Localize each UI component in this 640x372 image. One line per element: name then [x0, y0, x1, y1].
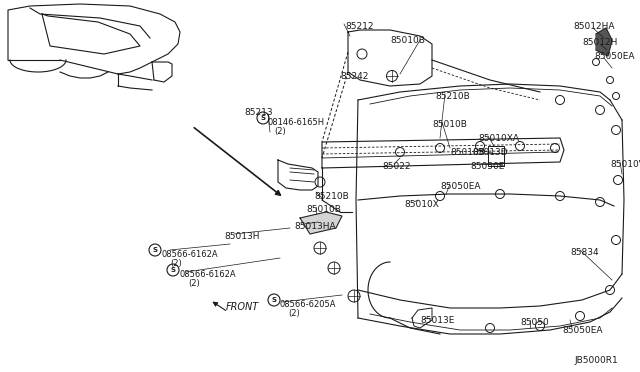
Text: 85022: 85022 [382, 162, 410, 171]
Text: 85010B: 85010B [450, 148, 485, 157]
Text: (2): (2) [288, 309, 300, 318]
Text: 85013D: 85013D [472, 148, 508, 157]
Text: 85242: 85242 [340, 72, 369, 81]
Text: 85834: 85834 [570, 248, 598, 257]
Text: 08566-6162A: 08566-6162A [162, 250, 219, 259]
Text: 85050EA: 85050EA [594, 52, 634, 61]
Text: 85050EA: 85050EA [440, 182, 481, 191]
Text: S: S [260, 115, 266, 121]
Polygon shape [596, 28, 612, 56]
Text: 85010X: 85010X [404, 200, 439, 209]
Text: 85050EA: 85050EA [562, 326, 602, 335]
Text: 85012HA: 85012HA [573, 22, 614, 31]
Text: 85010B: 85010B [432, 120, 467, 129]
Text: 85013H: 85013H [224, 232, 259, 241]
Text: 85010B: 85010B [390, 36, 425, 45]
Text: 85010V: 85010V [610, 160, 640, 169]
Text: JB5000R1: JB5000R1 [574, 356, 618, 365]
Text: 85013HA: 85013HA [294, 222, 335, 231]
Text: (2): (2) [188, 279, 200, 288]
Text: 85213: 85213 [244, 108, 273, 117]
Text: S: S [170, 267, 175, 273]
Text: S: S [271, 297, 276, 303]
Text: (2): (2) [170, 259, 182, 268]
Text: S: S [152, 247, 157, 253]
Bar [488, 146, 504, 166]
Polygon shape [300, 212, 342, 234]
Text: 08146-6165H: 08146-6165H [268, 118, 325, 127]
Text: 85010XA: 85010XA [478, 134, 519, 143]
Text: FRONT: FRONT [226, 302, 259, 312]
Text: 08566-6162A: 08566-6162A [180, 270, 237, 279]
Text: 85212: 85212 [345, 22, 374, 31]
Text: 85010B: 85010B [306, 205, 341, 214]
Text: 08566-6205A: 08566-6205A [280, 300, 337, 309]
Text: 85012H: 85012H [582, 38, 618, 47]
Text: 85210B: 85210B [435, 92, 470, 101]
Text: 85210B: 85210B [314, 192, 349, 201]
Text: (2): (2) [274, 127, 285, 136]
Text: 85050: 85050 [520, 318, 548, 327]
Text: 85013E: 85013E [420, 316, 454, 325]
Text: 85050E: 85050E [470, 162, 504, 171]
